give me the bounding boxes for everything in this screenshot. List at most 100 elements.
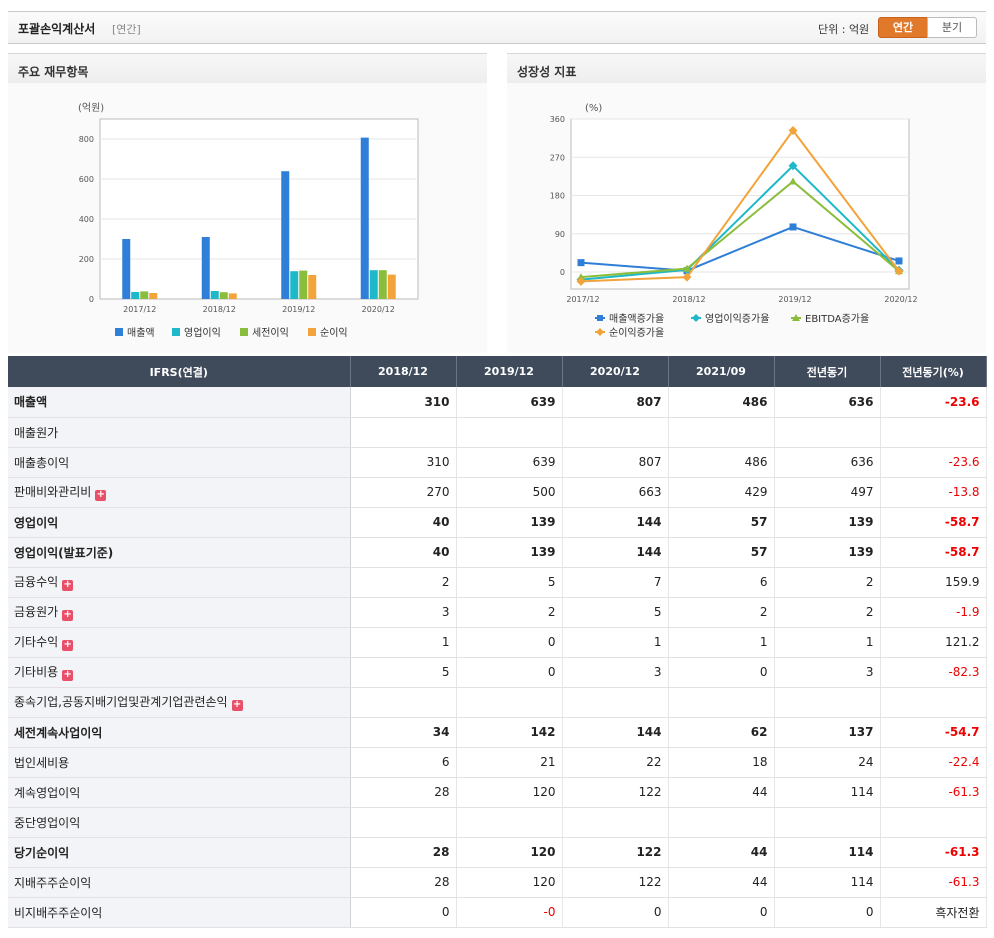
bar-순이익-2018/12 [228,293,237,299]
row-label-text: 세전계속사업이익 [14,725,103,740]
row-label: 금융원가 + [8,597,351,628]
value-cell: 0 [562,897,669,928]
column-header-period: 전년동기 [774,356,881,387]
point-순이익증가율-2019/12 [788,125,798,135]
value-cell: 0 [350,897,457,928]
legend-label-매출액증가율: 매출액증가율 [609,313,664,325]
legend-label-순이익: 순이익 [320,327,348,339]
line-매출액증가율 [580,225,900,272]
table-row: 매출원가 [8,417,987,448]
tab-quarter[interactable]: 분기 [927,17,977,38]
x-tick-label: 2020/12 [362,305,395,314]
yoy-change-cell: 159.9 [880,567,987,598]
row-label-text: 금융수익 [14,575,59,589]
value-cell: 7 [562,567,669,598]
row-label-text: 계속영업이익 [14,785,81,800]
value-cell [456,417,563,448]
statement-header: 포괄손익계산서 [연간] 단위 : 억원 연간 분기 [8,11,986,44]
value-cell: 1 [774,627,881,658]
row-label: 금융수익 + [8,567,351,598]
value-cell: 807 [562,387,669,418]
row-label-text: 비지배주주순이익 [14,905,103,920]
value-cell: 1 [350,627,457,658]
expand-plus-icon[interactable]: + [62,669,74,681]
income-statement-table: IFRS(연결) 2018/12 2019/12 2020/12 2021/09 전년동기… [8,356,987,928]
value-cell: 40 [350,507,457,538]
value-cell: 44 [668,837,775,868]
row-label-text: 판매비와관리비 [14,485,92,499]
value-cell: 5 [350,657,457,688]
yoy-change-cell: -61.3 [880,867,987,898]
value-cell: 28 [350,777,457,808]
value-cell [774,687,881,718]
value-cell: 62 [668,717,775,748]
x-tick-label: 2018/12 [672,295,705,304]
table-row: 영업이익(발표기준) 40 139 144 57 139 -58.7 [8,537,987,568]
row-label: 법인세비용 [8,747,351,778]
table-row: 영업이익 40 139 144 57 139 -58.7 [8,507,987,538]
expand-plus-icon[interactable]: + [62,639,74,651]
value-cell: 639 [456,447,563,478]
value-cell: 122 [562,777,669,808]
value-cell: -0 [456,897,563,928]
yoy-change-cell: -23.6 [880,447,987,478]
value-cell: 34 [350,717,457,748]
value-cell: 6 [668,567,775,598]
row-label: 세전계속사업이익 [8,717,351,748]
value-cell: 807 [562,447,669,478]
row-label-text: 지배주주순이익 [14,875,92,890]
point-매출액증가율-2020/12 [895,257,903,265]
bar-세전이익-2019/12 [299,270,308,299]
value-cell: 144 [562,717,669,748]
legend-swatch-매출액 [115,328,123,336]
value-cell: 57 [668,507,775,538]
value-cell: 142 [456,717,563,748]
value-cell: 3 [562,657,669,688]
bar-영업이익-2020/12 [369,270,378,299]
table-row: 비지배주주순이익 0 -0 0 0 0 흑자전환 [8,897,987,928]
expand-plus-icon[interactable]: + [62,609,74,621]
growth-indicators-panel: 성장성 지표 (%) 0 90 180 270 360 2017/12 2018/12 2019… [507,53,986,353]
value-cell [562,687,669,718]
value-cell: 5 [562,597,669,628]
value-cell: 1 [668,627,775,658]
bar-순이익-2017/12 [149,293,158,299]
column-header-period: 2020/12 [562,356,669,387]
row-label-text: 매출원가 [14,425,59,440]
value-cell: 6 [350,747,457,778]
value-cell: 500 [456,477,563,508]
y-tick-label: 360 [550,115,565,124]
legend-label-매출액: 매출액 [127,327,155,339]
yoy-change-cell [880,807,987,838]
row-label: 비지배주주순이익 [8,897,351,928]
value-cell: 2 [456,597,563,628]
value-cell [668,417,775,448]
expand-plus-icon[interactable]: + [95,489,107,501]
table-row: 계속영업이익 28 120 122 44 114 -61.3 [8,777,987,808]
bar-매출액-2018/12 [201,237,210,299]
x-tick-label: 2018/12 [203,305,236,314]
table-row: 중단영업이익 [8,807,987,838]
value-cell: 144 [562,507,669,538]
yoy-change-cell [880,417,987,448]
tab-annual[interactable]: 연간 [878,17,928,38]
legend-marker-순이익증가율 [596,328,604,336]
table-row: 당기순이익 28 120 122 44 114 -61.3 [8,837,987,868]
point-순이익증가율-2018/12 [682,272,692,282]
value-cell: 122 [562,867,669,898]
row-label: 지배주주순이익 [8,867,351,898]
legend-swatch-순이익 [308,328,316,336]
value-cell: 2 [774,567,881,598]
value-cell: 2 [774,597,881,628]
yoy-change-cell: -23.6 [880,387,987,418]
expand-plus-icon[interactable]: + [62,579,74,591]
legend-marker-매출액증가율 [597,315,603,321]
table-row: 금융수익 +2 5 7 6 2 159.9 [8,567,987,598]
yoy-change-cell: 흑자전환 [880,897,987,928]
expand-plus-icon[interactable]: + [231,699,243,711]
value-cell: 0 [456,627,563,658]
row-label: 기타수익 + [8,627,351,658]
growth-line-chart: (%) 0 90 180 270 360 2017/12 2018/12 2019/12 2020… [550,103,918,339]
row-label-text: 당기순이익 [14,845,70,860]
value-cell: 24 [774,747,881,778]
